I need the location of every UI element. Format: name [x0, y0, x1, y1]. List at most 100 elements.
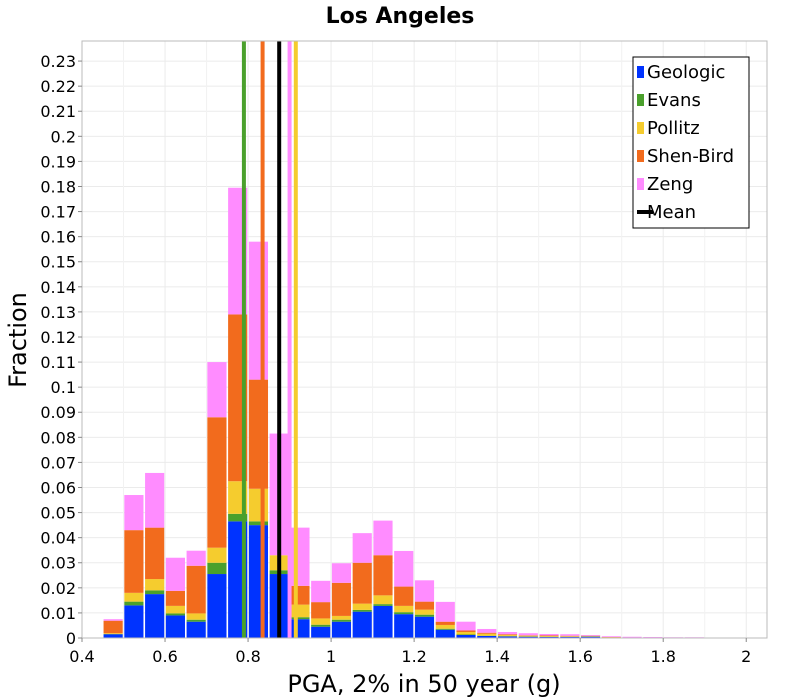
y-tick-label: 0 — [66, 629, 76, 648]
y-tick-label: 0.11 — [40, 353, 76, 372]
x-tick-label: 0.6 — [152, 647, 177, 666]
bar-segment-zeng — [601, 636, 621, 637]
y-tick-label: 0.02 — [40, 579, 76, 598]
bar-segment-evans — [124, 601, 144, 606]
y-tick-label: 0.04 — [40, 529, 76, 548]
bar-segment-geologic — [124, 605, 144, 638]
bar-segment-pollitz — [373, 595, 393, 605]
legend-label: Mean — [647, 202, 696, 223]
bar-segment-pollitz — [311, 618, 331, 625]
bar-segment-pollitz — [456, 631, 476, 635]
bar-segment-zeng — [539, 633, 559, 636]
bar-segment-pollitz — [145, 579, 165, 591]
bar-segment-shen-bird — [186, 565, 206, 614]
bar-segment-geologic — [580, 636, 601, 638]
bar-segment-shen-bird — [311, 602, 331, 619]
bar-segment-geologic — [290, 619, 310, 638]
legend-box — [632, 56, 750, 229]
bar-segment-shen-bird — [124, 530, 144, 593]
y-tick-label: 0.13 — [40, 303, 76, 322]
bar-segment-geologic — [103, 634, 123, 638]
bar-segment-evans — [373, 604, 393, 606]
bar-segment-zeng — [497, 631, 518, 635]
bar-segment-zeng — [145, 472, 165, 528]
bar-segment-pollitz — [124, 592, 144, 602]
bar-segment-shen-bird — [456, 630, 476, 632]
bar-segment-pollitz — [207, 547, 227, 563]
bar-segment-zeng — [684, 637, 704, 638]
bar-segment-geologic — [331, 621, 352, 638]
bar-segment-shen-bird — [373, 555, 393, 596]
bar-segment-zeng — [664, 637, 684, 638]
bar-segment-pollitz — [103, 633, 123, 634]
bar-segment-shen-bird — [477, 632, 497, 634]
bar-segment-shen-bird — [165, 590, 185, 606]
bar-segment-shen-bird — [145, 527, 165, 580]
x-tick-label: 1.8 — [650, 647, 675, 666]
bar-segment-evans — [311, 624, 331, 627]
bar-segment-evans — [186, 619, 206, 622]
x-tick-label: 2 — [741, 647, 751, 666]
y-tick-label: 0.07 — [40, 453, 76, 472]
x-tick-label: 1.4 — [484, 647, 509, 666]
bar-segment-zeng — [103, 619, 123, 621]
bar-segment-geologic — [497, 636, 518, 638]
legend-label: Geologic — [647, 62, 725, 83]
bar-segment-zeng — [435, 601, 455, 622]
legend-label: Zeng — [647, 174, 693, 195]
y-tick-label: 0.22 — [40, 77, 76, 96]
bar-segment-evans — [290, 617, 310, 620]
legend-label: Pollitz — [647, 118, 700, 139]
bar-segment-pollitz — [560, 636, 580, 637]
bar-segment-zeng — [352, 533, 372, 563]
legend-swatch — [637, 66, 644, 78]
bar-segment-shen-bird — [248, 379, 269, 489]
x-axis-label: PGA, 2% in 50 year (g) — [287, 670, 560, 698]
y-tick-label: 0.19 — [40, 152, 76, 171]
bar-segment-geologic — [165, 615, 185, 638]
bar-segment-zeng — [580, 634, 601, 636]
bar-segment-shen-bird — [207, 417, 227, 548]
y-tick-label: 0.14 — [40, 278, 76, 297]
legend-label: Evans — [647, 90, 701, 111]
bar-segment-shen-bird — [414, 601, 435, 610]
y-tick-label: 0.15 — [40, 253, 76, 272]
bar-segment-zeng — [290, 527, 310, 586]
bar-segment-geologic — [145, 594, 165, 638]
bar-segment-geologic — [394, 614, 414, 638]
bar-segment-evans — [331, 619, 352, 622]
bar-segment-zeng — [124, 495, 144, 531]
bar-segment-zeng — [477, 628, 497, 633]
bar-segment-pollitz — [290, 604, 310, 618]
legend-swatch — [637, 178, 644, 190]
y-tick-label: 0.21 — [40, 102, 76, 121]
bar-segment-evans — [352, 609, 372, 612]
y-tick-label: 0.17 — [40, 203, 76, 222]
y-tick-label: 0.12 — [40, 328, 76, 347]
chart-title: Los Angeles — [326, 4, 475, 29]
bar-segment-zeng — [248, 241, 269, 380]
bar-segment-zeng — [414, 580, 435, 602]
bar-segment-shen-bird — [539, 635, 559, 636]
bar-segment-geologic — [311, 626, 331, 638]
bar-segment-zeng — [311, 580, 331, 603]
y-axis-label: Fraction — [4, 292, 32, 388]
bar-segment-pollitz — [518, 635, 538, 637]
bar-segment-shen-bird — [394, 586, 414, 606]
bar-segment-evans — [456, 634, 476, 635]
bar-segment-zeng — [560, 634, 580, 636]
x-tick-label: 0.4 — [69, 647, 94, 666]
bar-segment-shen-bird — [580, 635, 601, 637]
x-tick-label: 1.2 — [401, 647, 426, 666]
y-tick-label: 0.1 — [51, 378, 76, 397]
bar-segment-zeng — [207, 362, 227, 418]
bar-segment-zeng — [394, 550, 414, 587]
bar-segment-shen-bird — [290, 585, 310, 605]
y-tick-label: 0.05 — [40, 504, 76, 523]
bar-segment-geologic — [435, 629, 455, 638]
bar-segment-zeng — [373, 520, 393, 556]
bar-segment-shen-bird — [560, 635, 580, 637]
bar-segment-geologic — [539, 636, 559, 638]
bar-segment-shen-bird — [497, 634, 518, 635]
